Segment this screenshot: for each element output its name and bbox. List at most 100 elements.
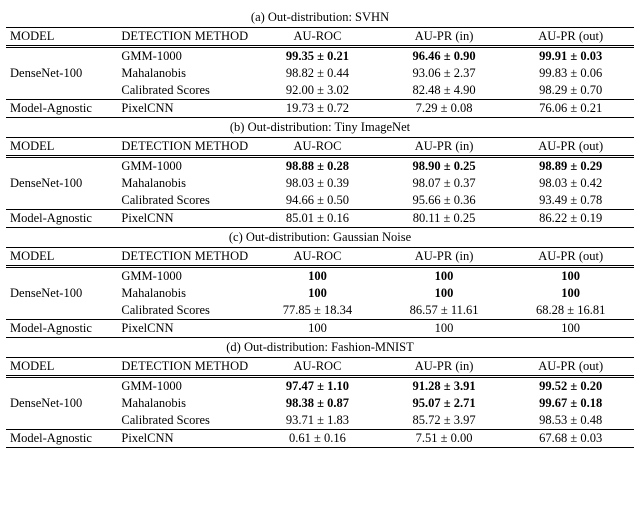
col-aupr-out: AU-PR (out) bbox=[507, 138, 634, 157]
table-header-row: MODELDETECTION METHODAU-ROCAU-PR (in)AU-… bbox=[6, 358, 634, 377]
table-row-agnostic: Model-AgnosticPixelCNN100100100 bbox=[6, 320, 634, 338]
aupr-out-cell: 67.68 ± 0.03 bbox=[507, 430, 634, 448]
method-cell: GMM-1000 bbox=[117, 377, 254, 396]
model-cell: Model-Agnostic bbox=[6, 210, 117, 228]
aupr-in-cell: 100 bbox=[381, 285, 508, 302]
table-row-agnostic: Model-AgnosticPixelCNN85.01 ± 0.1680.11 … bbox=[6, 210, 634, 228]
col-aupr-in: AU-PR (in) bbox=[381, 248, 508, 267]
section-caption: (a) Out-distribution: SVHN bbox=[6, 10, 634, 25]
auroc-cell: 19.73 ± 0.72 bbox=[254, 100, 381, 118]
method-cell: PixelCNN bbox=[117, 320, 254, 338]
auroc-cell: 100 bbox=[254, 267, 381, 286]
aupr-in-cell: 7.51 ± 0.00 bbox=[381, 430, 508, 448]
results-table: MODELDETECTION METHODAU-ROCAU-PR (in)AU-… bbox=[6, 27, 634, 118]
table-row-agnostic: Model-AgnosticPixelCNN19.73 ± 0.727.29 ±… bbox=[6, 100, 634, 118]
method-cell: GMM-1000 bbox=[117, 157, 254, 176]
results-table: MODELDETECTION METHODAU-ROCAU-PR (in)AU-… bbox=[6, 137, 634, 228]
table-row: DenseNet-100GMM-1000100100100 bbox=[6, 267, 634, 286]
table-row: DenseNet-100GMM-100097.47 ± 1.1091.28 ± … bbox=[6, 377, 634, 396]
auroc-cell: 94.66 ± 0.50 bbox=[254, 192, 381, 210]
table-row: DenseNet-100GMM-100098.88 ± 0.2898.90 ± … bbox=[6, 157, 634, 176]
aupr-out-cell: 98.53 ± 0.48 bbox=[507, 412, 634, 430]
results-table: MODELDETECTION METHODAU-ROCAU-PR (in)AU-… bbox=[6, 247, 634, 338]
section-caption: (b) Out-distribution: Tiny ImageNet bbox=[6, 120, 634, 135]
col-method: DETECTION METHOD bbox=[117, 248, 254, 267]
col-model: MODEL bbox=[6, 138, 117, 157]
table-header-row: MODELDETECTION METHODAU-ROCAU-PR (in)AU-… bbox=[6, 28, 634, 47]
col-aupr-in: AU-PR (in) bbox=[381, 358, 508, 377]
aupr-in-cell: 96.46 ± 0.90 bbox=[381, 47, 508, 66]
col-method: DETECTION METHOD bbox=[117, 138, 254, 157]
aupr-in-cell: 100 bbox=[381, 320, 508, 338]
aupr-out-cell: 100 bbox=[507, 320, 634, 338]
model-cell: Model-Agnostic bbox=[6, 100, 117, 118]
col-auroc: AU-ROC bbox=[254, 28, 381, 47]
aupr-out-cell: 100 bbox=[507, 267, 634, 286]
aupr-in-cell: 98.07 ± 0.37 bbox=[381, 175, 508, 192]
method-cell: GMM-1000 bbox=[117, 47, 254, 66]
aupr-out-cell: 99.52 ± 0.20 bbox=[507, 377, 634, 396]
aupr-in-cell: 91.28 ± 3.91 bbox=[381, 377, 508, 396]
auroc-cell: 85.01 ± 0.16 bbox=[254, 210, 381, 228]
aupr-in-cell: 100 bbox=[381, 267, 508, 286]
section-caption: (c) Out-distribution: Gaussian Noise bbox=[6, 230, 634, 245]
table-row: DenseNet-100GMM-100099.35 ± 0.2196.46 ± … bbox=[6, 47, 634, 66]
method-cell: GMM-1000 bbox=[117, 267, 254, 286]
method-cell: Calibrated Scores bbox=[117, 302, 254, 320]
aupr-in-cell: 86.57 ± 11.61 bbox=[381, 302, 508, 320]
method-cell: Mahalanobis bbox=[117, 285, 254, 302]
col-auroc: AU-ROC bbox=[254, 358, 381, 377]
table-row-agnostic: Model-AgnosticPixelCNN0.61 ± 0.167.51 ± … bbox=[6, 430, 634, 448]
aupr-out-cell: 98.29 ± 0.70 bbox=[507, 82, 634, 100]
method-cell: Mahalanobis bbox=[117, 395, 254, 412]
method-cell: PixelCNN bbox=[117, 210, 254, 228]
col-aupr-in: AU-PR (in) bbox=[381, 28, 508, 47]
aupr-out-cell: 99.91 ± 0.03 bbox=[507, 47, 634, 66]
aupr-out-cell: 86.22 ± 0.19 bbox=[507, 210, 634, 228]
col-model: MODEL bbox=[6, 358, 117, 377]
table-header-row: MODELDETECTION METHODAU-ROCAU-PR (in)AU-… bbox=[6, 248, 634, 267]
method-cell: Calibrated Scores bbox=[117, 412, 254, 430]
model-cell: DenseNet-100 bbox=[6, 47, 117, 100]
auroc-cell: 97.47 ± 1.10 bbox=[254, 377, 381, 396]
aupr-out-cell: 93.49 ± 0.78 bbox=[507, 192, 634, 210]
col-aupr-in: AU-PR (in) bbox=[381, 138, 508, 157]
results-table: MODELDETECTION METHODAU-ROCAU-PR (in)AU-… bbox=[6, 357, 634, 448]
col-method: DETECTION METHOD bbox=[117, 358, 254, 377]
auroc-cell: 77.85 ± 18.34 bbox=[254, 302, 381, 320]
col-method: DETECTION METHOD bbox=[117, 28, 254, 47]
auroc-cell: 98.88 ± 0.28 bbox=[254, 157, 381, 176]
col-model: MODEL bbox=[6, 28, 117, 47]
method-cell: Calibrated Scores bbox=[117, 82, 254, 100]
aupr-out-cell: 98.89 ± 0.29 bbox=[507, 157, 634, 176]
aupr-out-cell: 99.83 ± 0.06 bbox=[507, 65, 634, 82]
method-cell: PixelCNN bbox=[117, 100, 254, 118]
aupr-in-cell: 85.72 ± 3.97 bbox=[381, 412, 508, 430]
aupr-out-cell: 76.06 ± 0.21 bbox=[507, 100, 634, 118]
aupr-out-cell: 100 bbox=[507, 285, 634, 302]
aupr-in-cell: 95.66 ± 0.36 bbox=[381, 192, 508, 210]
model-cell: Model-Agnostic bbox=[6, 430, 117, 448]
aupr-in-cell: 7.29 ± 0.08 bbox=[381, 100, 508, 118]
aupr-in-cell: 95.07 ± 2.71 bbox=[381, 395, 508, 412]
method-cell: PixelCNN bbox=[117, 430, 254, 448]
model-cell: Model-Agnostic bbox=[6, 320, 117, 338]
auroc-cell: 0.61 ± 0.16 bbox=[254, 430, 381, 448]
col-aupr-out: AU-PR (out) bbox=[507, 358, 634, 377]
col-auroc: AU-ROC bbox=[254, 138, 381, 157]
method-cell: Mahalanobis bbox=[117, 65, 254, 82]
method-cell: Mahalanobis bbox=[117, 175, 254, 192]
auroc-cell: 100 bbox=[254, 285, 381, 302]
auroc-cell: 98.38 ± 0.87 bbox=[254, 395, 381, 412]
col-model: MODEL bbox=[6, 248, 117, 267]
table-header-row: MODELDETECTION METHODAU-ROCAU-PR (in)AU-… bbox=[6, 138, 634, 157]
auroc-cell: 100 bbox=[254, 320, 381, 338]
auroc-cell: 99.35 ± 0.21 bbox=[254, 47, 381, 66]
aupr-in-cell: 93.06 ± 2.37 bbox=[381, 65, 508, 82]
auroc-cell: 92.00 ± 3.02 bbox=[254, 82, 381, 100]
col-auroc: AU-ROC bbox=[254, 248, 381, 267]
aupr-out-cell: 98.03 ± 0.42 bbox=[507, 175, 634, 192]
aupr-out-cell: 68.28 ± 16.81 bbox=[507, 302, 634, 320]
model-cell: DenseNet-100 bbox=[6, 157, 117, 210]
model-cell: DenseNet-100 bbox=[6, 377, 117, 430]
